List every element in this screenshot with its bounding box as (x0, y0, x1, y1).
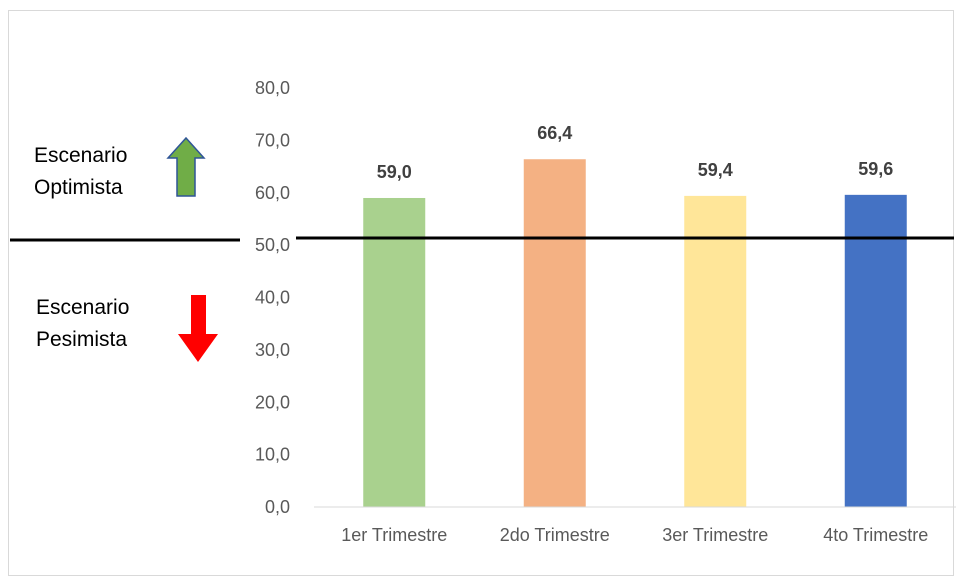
pesimista-line1: Escenario (36, 296, 130, 319)
data-label: 59,4 (698, 160, 733, 180)
x-category-label: 4to Trimestre (823, 525, 928, 545)
x-category-label: 2do Trimestre (500, 525, 610, 545)
bar-4 (844, 194, 907, 507)
y-tick-label: 80,0 (255, 78, 290, 98)
y-tick-label: 40,0 (255, 288, 290, 308)
optimista-line1: Escenario (34, 144, 128, 167)
y-tick-label: 30,0 (255, 340, 290, 360)
bar-1 (363, 197, 426, 508)
y-tick-label: 50,0 (255, 235, 290, 255)
chart-frame (8, 10, 954, 576)
optimista-line2: Optimista (34, 176, 123, 199)
x-category-label: 1er Trimestre (341, 525, 447, 545)
y-tick-label: 20,0 (255, 392, 290, 412)
data-label: 59,0 (377, 162, 412, 182)
y-tick-label: 70,0 (255, 130, 290, 150)
data-label: 59,6 (858, 159, 893, 179)
y-tick-label: 10,0 (255, 445, 290, 465)
up-arrow-icon (166, 136, 206, 197)
bar-2 (523, 159, 586, 508)
y-tick-label: 60,0 (255, 183, 290, 203)
pesimista-line2: Pesimista (36, 328, 128, 351)
bar-3 (684, 195, 747, 507)
data-label: 66,4 (537, 123, 572, 143)
escenario-optimista-label: Escenario Optimista (34, 140, 127, 204)
down-arrow-icon (178, 295, 218, 362)
escenario-pesimista-label: Escenario Pesimista (36, 292, 129, 356)
x-category-label: 3er Trimestre (662, 525, 768, 545)
y-tick-label: 0,0 (265, 497, 290, 517)
